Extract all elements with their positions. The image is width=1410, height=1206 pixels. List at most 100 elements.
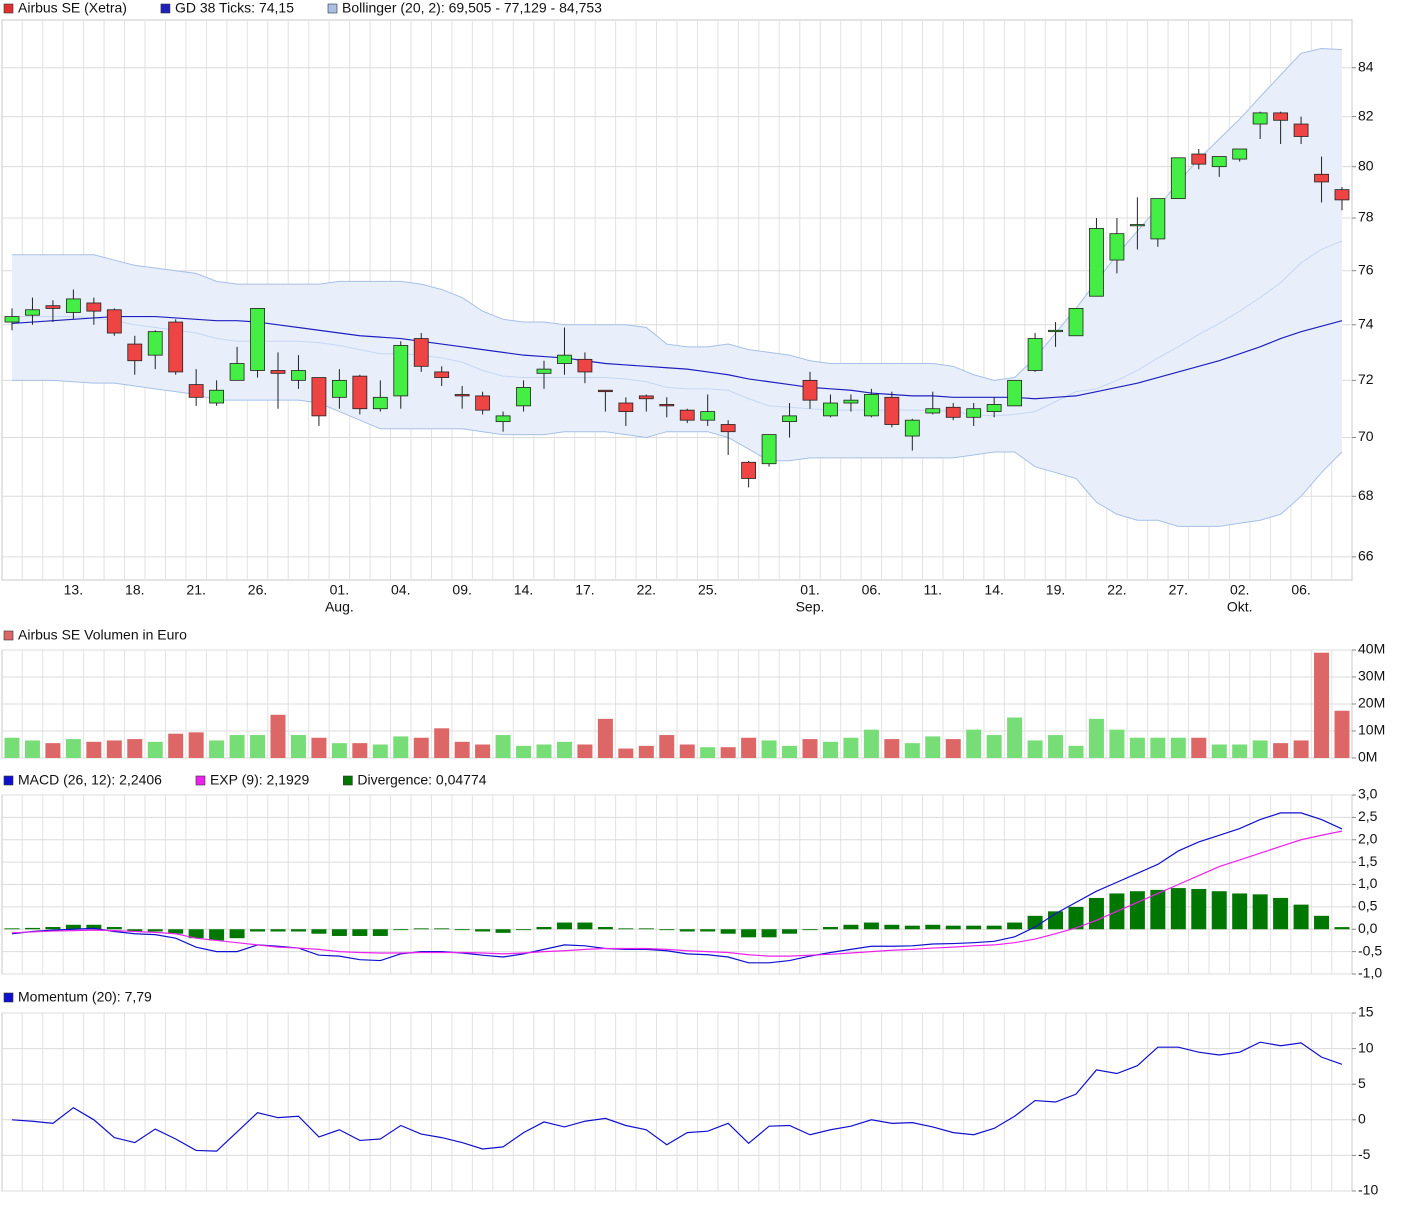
bar xyxy=(250,929,266,932)
candle-body xyxy=(741,461,757,479)
candle-body xyxy=(1089,228,1104,297)
y-tick-label: 30M xyxy=(1358,668,1385,684)
candle-body xyxy=(782,415,797,423)
legend-swatch xyxy=(3,3,14,14)
y-tick-label: -0,5 xyxy=(1358,942,1382,958)
bar xyxy=(290,929,306,932)
y-tick-label: 0M xyxy=(1358,749,1377,765)
legend-label: Bollinger (20, 2): 69,505 - 77,129 - 84,… xyxy=(342,0,602,16)
bar xyxy=(250,735,266,758)
candle-body xyxy=(1109,233,1125,261)
y-tick-label: 1,0 xyxy=(1358,875,1378,891)
bar xyxy=(986,735,1002,758)
bar xyxy=(168,929,184,934)
band-fill xyxy=(12,48,1342,527)
bar xyxy=(352,929,368,936)
legend-label: Divergence: 0,04774 xyxy=(357,772,486,788)
bar xyxy=(884,739,900,758)
bar xyxy=(1109,729,1125,758)
bar xyxy=(1068,906,1084,930)
candle-body xyxy=(966,408,982,418)
y-tick-label: 0,0 xyxy=(1358,920,1378,936)
bar xyxy=(393,929,409,931)
bar xyxy=(516,745,532,758)
bar xyxy=(945,739,961,758)
bar xyxy=(1088,718,1104,758)
bar xyxy=(945,925,961,930)
y-tick-label: 78 xyxy=(1358,209,1374,225)
bar xyxy=(106,740,122,758)
candle-body xyxy=(188,384,204,398)
bar xyxy=(434,928,450,930)
bar xyxy=(331,743,347,758)
x-tick-label: 25. xyxy=(698,582,717,598)
x-tick-label: 11. xyxy=(924,582,942,598)
y-tick-label: 0 xyxy=(1358,1111,1366,1127)
y-tick-label: 1,5 xyxy=(1358,853,1378,869)
bar xyxy=(884,924,900,930)
bar xyxy=(1129,891,1145,930)
bar xyxy=(597,718,613,758)
bar xyxy=(24,740,40,758)
candle-body xyxy=(413,338,429,367)
bar xyxy=(1048,735,1064,758)
y-tick-label: 80 xyxy=(1358,157,1374,173)
candle-body xyxy=(250,308,265,371)
y-tick-label: 40M xyxy=(1358,641,1385,657)
candle-body xyxy=(638,395,654,400)
legend-swatch xyxy=(3,992,14,1003)
y-tick-label: 5 xyxy=(1358,1075,1366,1091)
bar xyxy=(475,744,491,758)
bar xyxy=(4,928,20,930)
candle-body xyxy=(659,404,675,407)
bar xyxy=(1191,737,1207,758)
bar xyxy=(966,925,982,930)
candle-body xyxy=(700,411,716,421)
candle-body xyxy=(1334,189,1350,201)
bar xyxy=(1191,888,1207,930)
bar xyxy=(659,735,675,758)
bar xyxy=(782,929,798,934)
bar xyxy=(1293,904,1309,930)
y-tick-label: 2,0 xyxy=(1358,830,1378,846)
x-month-label: Okt. xyxy=(1227,599,1253,615)
bar xyxy=(577,922,593,930)
candle-body xyxy=(372,396,388,410)
legend-label: EXP (9): 2,1929 xyxy=(210,772,310,788)
candle-body xyxy=(925,408,941,414)
y-tick-label: 20M xyxy=(1358,695,1385,711)
candle-body xyxy=(1129,224,1145,227)
bar xyxy=(700,929,716,932)
band-lower xyxy=(12,379,1343,527)
y-tick-label: -1,0 xyxy=(1358,965,1382,981)
bar xyxy=(1252,894,1268,930)
legend-label: Momentum (20): 7,79 xyxy=(18,989,152,1005)
bar xyxy=(802,739,818,758)
bar xyxy=(741,929,757,938)
bar xyxy=(495,929,511,933)
y-tick-label: 74 xyxy=(1358,315,1374,331)
candle-body xyxy=(147,331,163,356)
bar xyxy=(1334,710,1350,758)
bar xyxy=(1088,897,1104,930)
candle-body xyxy=(1068,308,1084,337)
bar xyxy=(65,924,81,930)
line xyxy=(11,1041,1343,1152)
candle-body xyxy=(352,375,368,410)
bar xyxy=(843,924,859,930)
y-tick-label: 70 xyxy=(1358,428,1374,444)
bar xyxy=(188,732,204,758)
bar xyxy=(311,737,327,758)
bar xyxy=(638,745,654,758)
bar xyxy=(986,925,1002,930)
bar xyxy=(475,929,491,932)
bar xyxy=(1150,889,1166,930)
bar xyxy=(618,928,634,930)
line xyxy=(11,315,1343,400)
x-tick-label: 13. xyxy=(64,582,83,598)
bar xyxy=(147,741,163,758)
bar xyxy=(618,748,634,758)
legend-swatch xyxy=(327,3,338,14)
